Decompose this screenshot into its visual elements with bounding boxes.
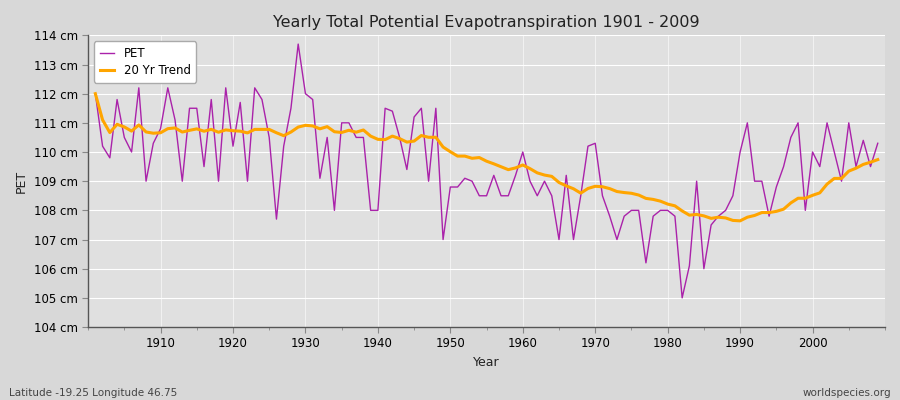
20 Yr Trend	[90, 91, 101, 96]
X-axis label: Year: Year	[473, 356, 500, 369]
20 Yr Trend	[872, 157, 883, 162]
20 Yr Trend	[307, 124, 318, 128]
20 Yr Trend	[148, 131, 158, 136]
Title: Yearly Total Potential Evapotranspiration 1901 - 2009: Yearly Total Potential Evapotranspiratio…	[274, 15, 700, 30]
Text: worldspecies.org: worldspecies.org	[803, 388, 891, 398]
20 Yr Trend	[734, 218, 745, 223]
PET	[148, 141, 158, 146]
PET	[677, 296, 688, 300]
Legend: PET, 20 Yr Trend: PET, 20 Yr Trend	[94, 41, 196, 82]
20 Yr Trend	[604, 186, 615, 191]
PET	[518, 150, 528, 154]
Text: Latitude -19.25 Longitude 46.75: Latitude -19.25 Longitude 46.75	[9, 388, 177, 398]
PET	[292, 42, 303, 46]
20 Yr Trend	[518, 162, 528, 167]
PET	[872, 141, 883, 146]
PET	[90, 91, 101, 96]
Y-axis label: PET: PET	[15, 170, 28, 193]
20 Yr Trend	[510, 166, 521, 170]
PET	[314, 176, 325, 181]
PET	[525, 179, 535, 184]
PET	[612, 237, 623, 242]
Line: 20 Yr Trend: 20 Yr Trend	[95, 94, 878, 221]
PET	[358, 135, 369, 140]
Line: PET: PET	[95, 44, 878, 298]
20 Yr Trend	[351, 130, 362, 134]
